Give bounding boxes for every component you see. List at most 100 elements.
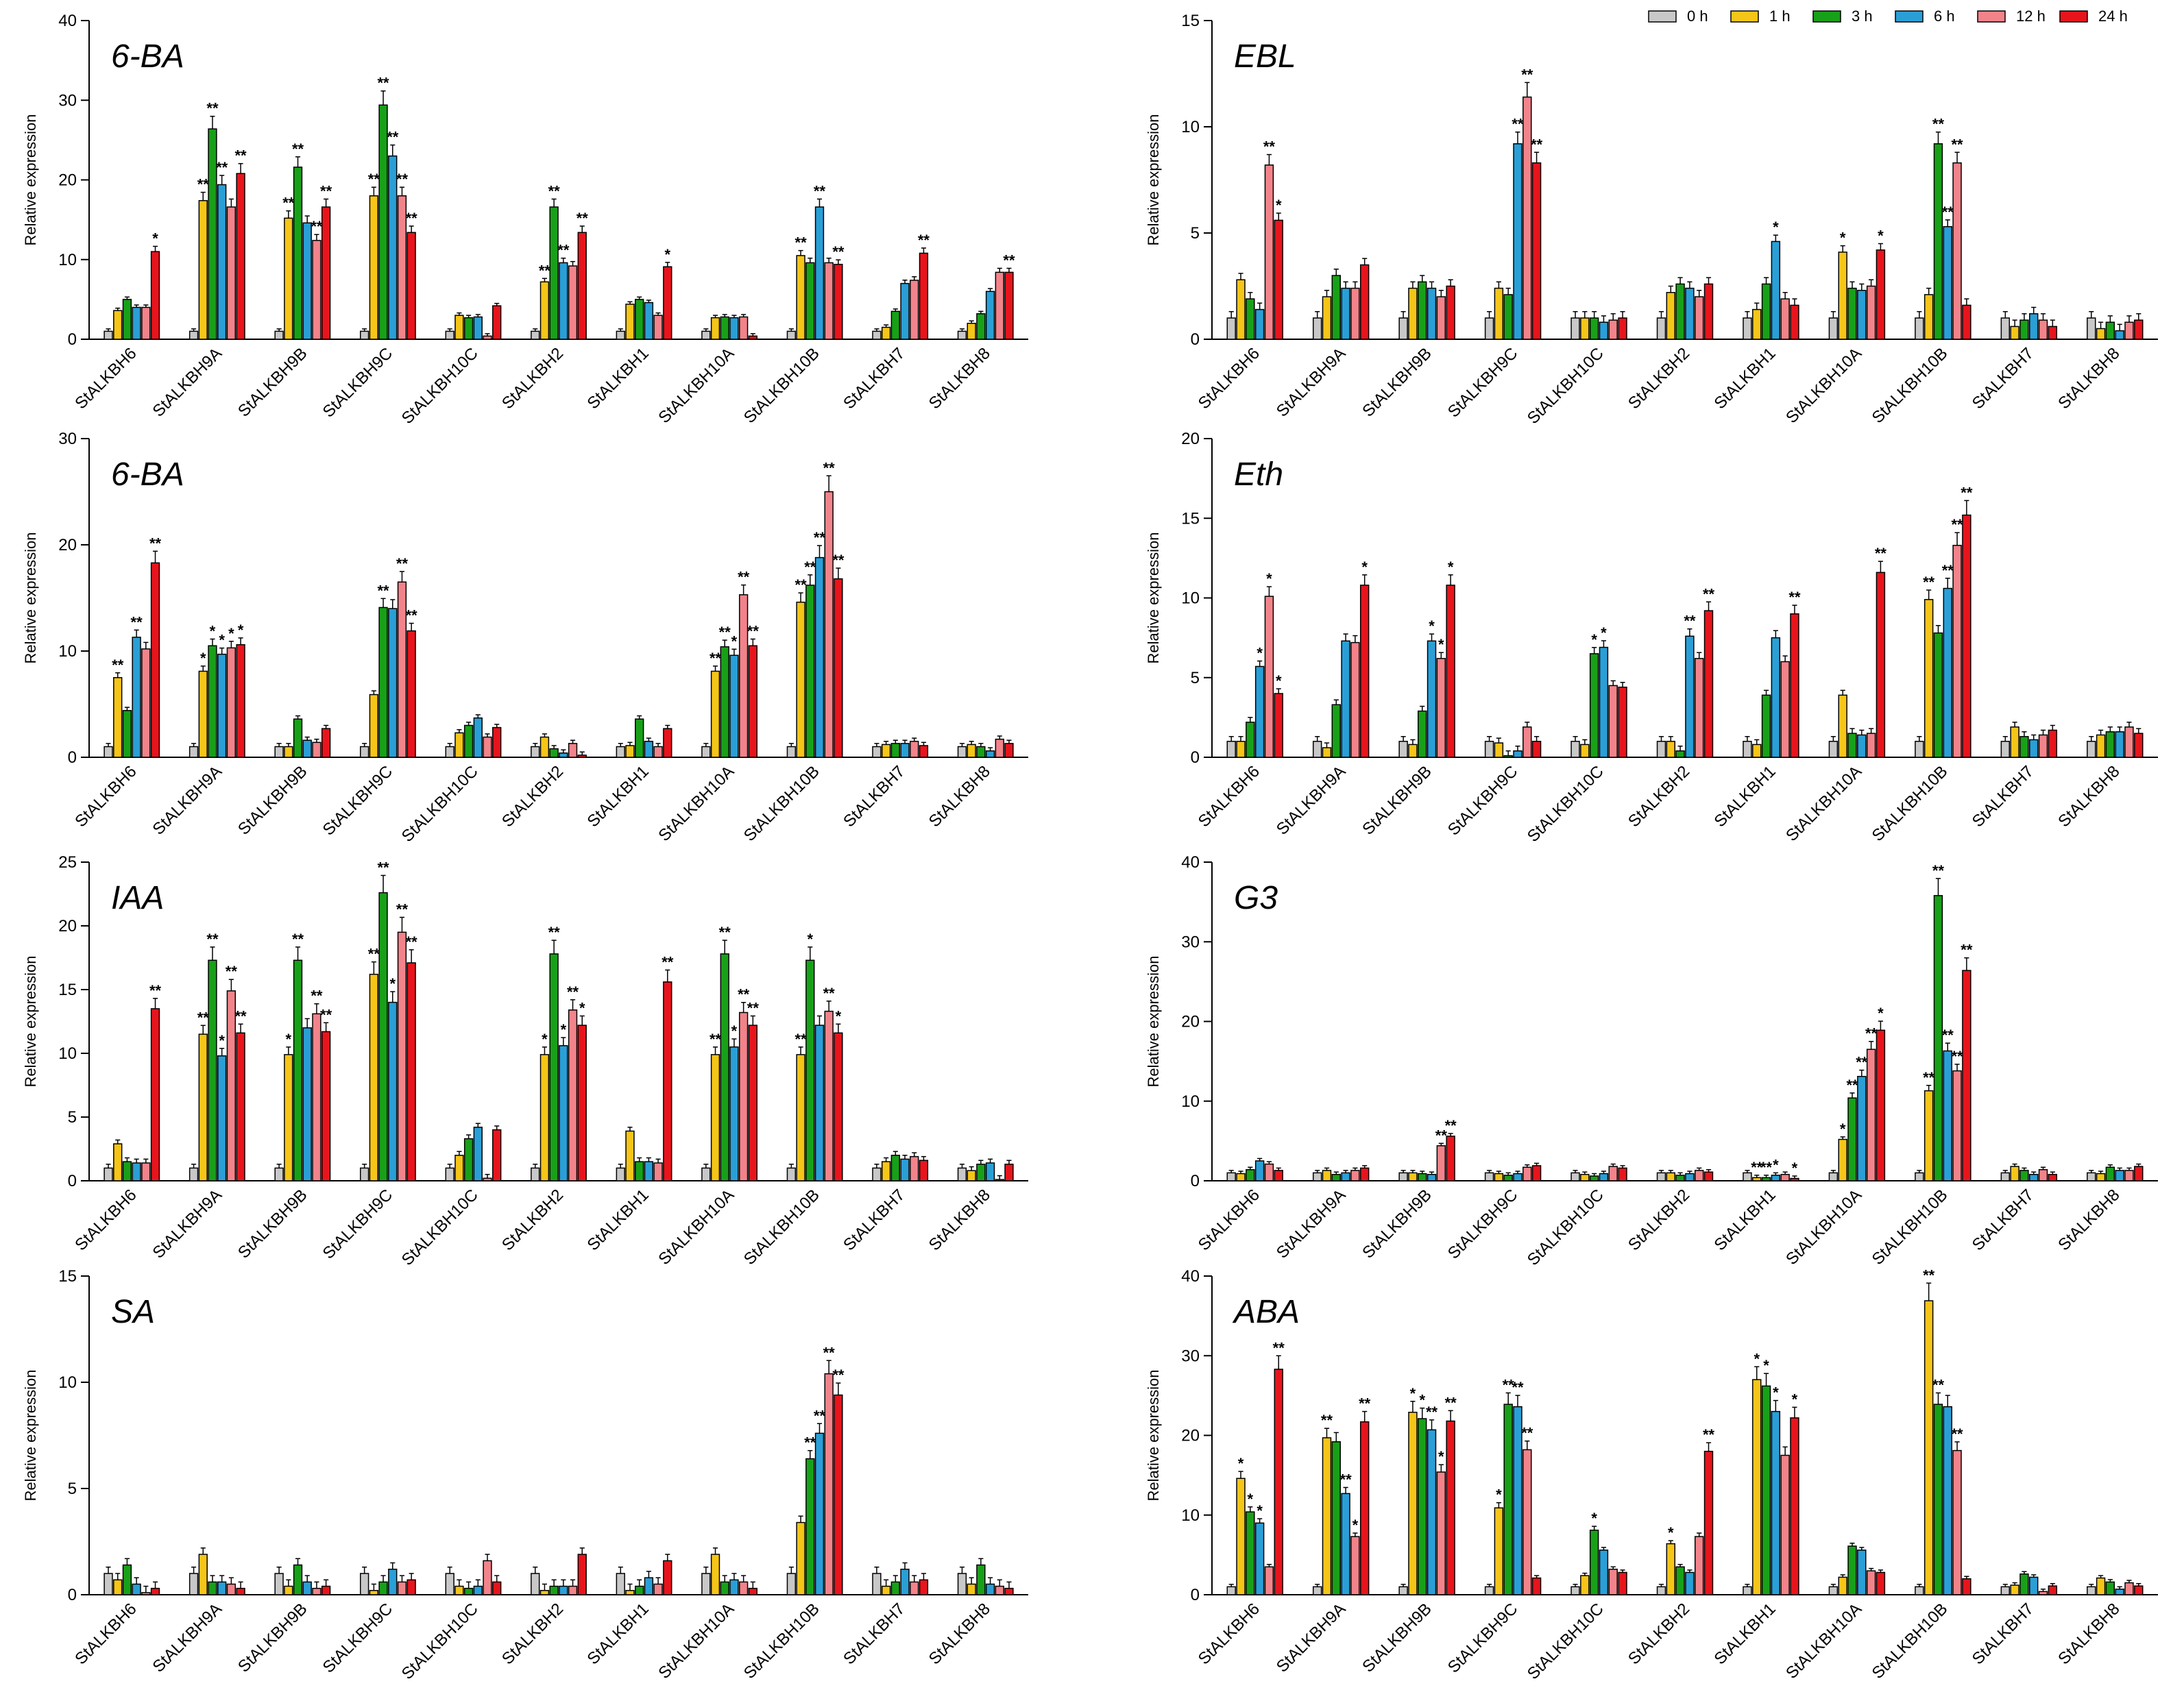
y-tick-label: 30 [58,430,77,448]
bar [1915,741,1924,758]
bar [834,1394,843,1595]
category-label: StALKBH9B [234,1186,311,1262]
significance-label: * [1429,617,1435,635]
bar-group: ********* [701,569,759,758]
bar [653,746,663,758]
bar [312,1587,321,1595]
bar [407,232,416,340]
bar-group: ** ** ** [1484,66,1543,340]
significance-label: * [1248,1491,1254,1508]
bar [720,1581,729,1595]
bar [483,1560,492,1595]
bar [1857,289,1867,340]
bar [1274,1369,1283,1595]
category-label: StALKBH9C [319,344,396,421]
significance-label: ** [1263,138,1276,156]
category-label: StALKBH8 [925,762,994,831]
bar [492,726,502,758]
significance-label: * [1438,636,1444,653]
bar [454,1155,464,1181]
significance-label: * [219,1032,225,1049]
category-label: StALKBH8 [925,344,994,413]
bar [824,1010,834,1181]
bar-group: ***** [189,622,245,758]
y-tick-label: 40 [1181,1267,1200,1286]
category-label: StALKBH9A [1273,762,1350,839]
bar [559,1585,568,1595]
bar [653,1162,663,1181]
bar [1761,1177,1771,1181]
significance-label: ** [795,576,808,593]
bar [378,607,388,758]
bar [1618,1167,1627,1181]
bar-group [872,1562,929,1595]
significance-label: ** [1703,1426,1715,1443]
bar [814,1432,825,1595]
category-label: StALKBH1 [1710,1186,1779,1254]
bar-group: ** [957,252,1015,340]
bar [872,1573,882,1595]
bar [1513,1406,1522,1595]
bar-group: **** [1743,1350,1799,1595]
bar [1522,726,1532,758]
bar [805,1458,815,1595]
chart-title: Eth [1234,456,1283,493]
bar [284,217,293,340]
bar [1838,1576,1847,1595]
bar [1484,317,1494,340]
bar [814,556,825,758]
bar [625,1130,635,1181]
category-label: StALKBH9C [1444,344,1521,421]
significance-label: * [1792,1390,1798,1408]
significance-label: ** [1340,1471,1352,1488]
bar [1436,658,1446,758]
bar [1341,640,1350,758]
legend-swatch [1812,10,1841,23]
y-tick-label: 0 [68,1586,77,1604]
bar [274,1167,284,1181]
bar-group [701,314,758,340]
significance-label: * [1257,645,1263,662]
bar [2096,734,2106,758]
bar [786,330,797,340]
bar [2134,733,2144,758]
significance-label: ** [206,931,219,948]
bar [1666,741,1676,758]
bar [1494,287,1504,340]
y-tick-label: 10 [1181,1092,1200,1111]
bar [2134,319,2144,340]
significance-label: ** [406,210,418,227]
y-tick-label: 10 [1181,589,1200,608]
bar [226,647,236,758]
bar-group: ********** [786,459,845,758]
bar [881,744,891,758]
bar [1226,317,1236,340]
legend-item: 12 h [1977,8,2046,25]
significance-label: * [219,632,225,649]
bar [284,1054,293,1181]
y-tick-label: 20 [1181,1013,1200,1031]
bar [872,746,882,758]
category-label: StALKBH6 [1195,344,1263,413]
bar [1608,319,1618,340]
bar [208,959,217,1181]
bar [2096,328,2106,340]
y-tick-label: 0 [1191,1586,1200,1604]
bar [1685,1173,1695,1181]
bar-group [104,1558,160,1595]
bar [1580,317,1590,340]
chart-title: EBL [1234,38,1296,75]
bar [1761,694,1771,758]
bar [663,266,672,340]
bar [2096,1577,2106,1595]
bar [2134,1585,2144,1595]
bar-group [957,735,1014,758]
bar [1503,1404,1513,1595]
category-label: StALKBH10B [1869,1186,1952,1269]
significance-label: ** [662,953,674,970]
bar-group: ** ** ** [1915,1266,1971,1595]
bar [1694,296,1704,340]
bar-group [2087,1163,2144,1181]
bar [1350,641,1360,758]
